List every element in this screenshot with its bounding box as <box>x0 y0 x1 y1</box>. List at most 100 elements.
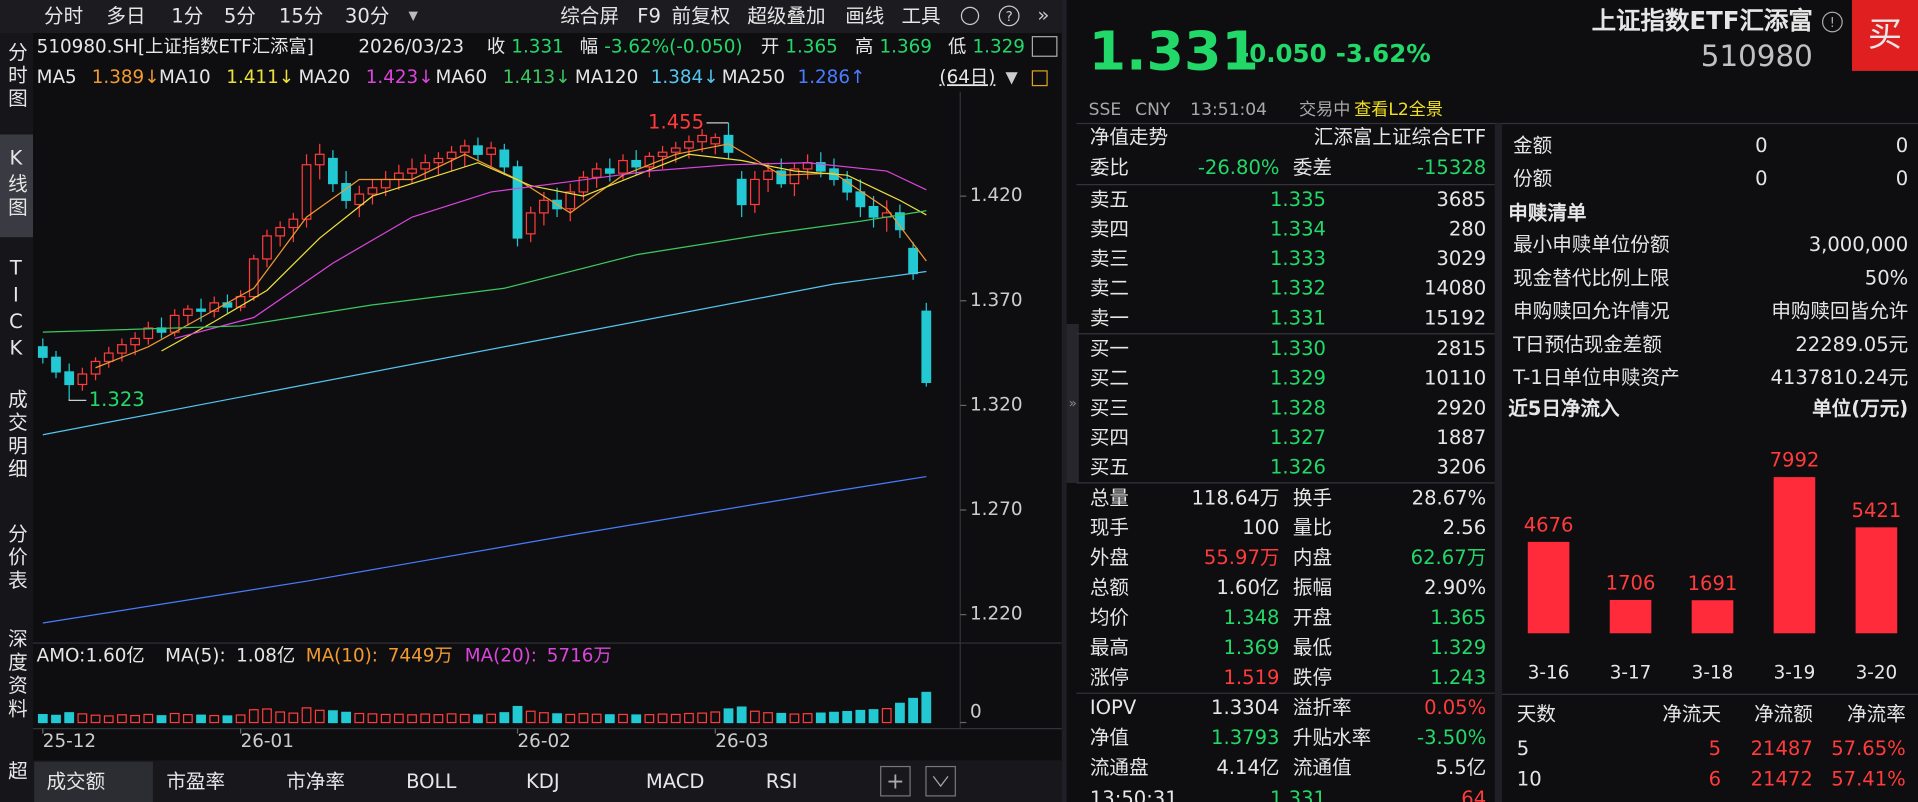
add-icon[interactable]: + <box>886 769 904 794</box>
ma-line <box>161 153 927 352</box>
info-glyph[interactable]: ! <box>1830 16 1835 31</box>
period-tab[interactable]: 1分 <box>171 5 203 28</box>
dropdown-icon[interactable]: ▼ <box>409 8 419 22</box>
period-tab[interactable]: 分时 <box>44 5 83 28</box>
candle-body <box>314 153 325 166</box>
indicator-tab[interactable]: RSI <box>766 770 798 793</box>
volume-bar <box>670 713 681 724</box>
stat-value: 62.67万 <box>1411 546 1487 569</box>
period-tab[interactable]: 30分 <box>345 5 389 28</box>
tick-row: 13:50:31 <box>1090 787 1178 802</box>
tool-button[interactable]: 综合屏 <box>560 5 619 28</box>
wp-icon[interactable] <box>1031 36 1058 57</box>
candle-body <box>51 356 61 373</box>
volume-bar <box>301 707 312 724</box>
indicator-tab[interactable]: MACD <box>646 770 705 793</box>
volume-legend-name: MA(5): <box>165 646 226 667</box>
level-price: 1.334 <box>1270 218 1326 241</box>
collapse-handle[interactable] <box>1066 323 1079 483</box>
sidebar-tab[interactable]: 成交明细 <box>4 389 27 482</box>
menu-icon[interactable] <box>932 775 949 788</box>
candle-body <box>631 159 642 168</box>
sidebar-tab[interactable]: 分价表 <box>4 523 27 593</box>
volume-bar <box>77 713 88 724</box>
gear-icon[interactable] <box>960 6 980 26</box>
tool-button[interactable]: 工具 <box>902 5 941 28</box>
volume-bar <box>855 709 866 724</box>
etf-list-value: 3,000,000 <box>1809 233 1909 256</box>
volume-bar <box>618 713 628 724</box>
stat-value: 118.64万 <box>1192 486 1280 509</box>
tool-button[interactable]: F9 <box>637 5 661 28</box>
level-label: 卖三 <box>1090 247 1129 270</box>
tool-button[interactable]: 前复权 <box>672 5 731 28</box>
period-tab[interactable]: 多日 <box>106 5 145 28</box>
sidebar-tab[interactable]: K线图 <box>4 147 27 220</box>
sidebar-tab[interactable]: TICK <box>4 257 27 364</box>
volume-bar <box>631 714 642 724</box>
volume-bar <box>604 714 615 724</box>
stat-label: 最高 <box>1090 636 1129 659</box>
tool-button[interactable]: 超级叠加 <box>747 5 825 28</box>
inflow-bar <box>1527 541 1570 634</box>
indicator-tab[interactable]: BOLL <box>406 770 456 793</box>
help-glyph[interactable]: ? <box>1006 10 1013 25</box>
indicator-tab[interactable]: 市净率 <box>286 770 345 793</box>
stat-value: -3.50% <box>1417 726 1486 749</box>
info-icon[interactable] <box>1821 11 1843 33</box>
sidebar-tab[interactable]: 深度资料 <box>4 628 27 721</box>
volume-bar <box>117 714 127 724</box>
sidebar-tab[interactable]: 分时图 <box>4 42 27 112</box>
lock-icon[interactable] <box>1031 70 1048 87</box>
etf-list-value: 50% <box>1865 266 1908 289</box>
candle-body <box>855 191 866 208</box>
indicator-tab[interactable]: KDJ <box>526 770 560 793</box>
range-arrow[interactable]: ▼ <box>1005 68 1018 87</box>
volume-bar <box>37 714 48 724</box>
volume-legend-value: 5716万 <box>547 646 612 667</box>
indicator-tab[interactable]: 成交额 <box>46 770 105 793</box>
indicator-tab[interactable]: 市盈率 <box>166 770 225 793</box>
period-tab[interactable]: 15分 <box>279 5 323 28</box>
candle-body <box>407 168 417 174</box>
tool-button[interactable]: 画线 <box>845 5 884 28</box>
candle-body <box>697 134 708 143</box>
help-icon[interactable] <box>998 5 1020 27</box>
more-icon[interactable]: » <box>1037 3 1049 26</box>
etf-list-label: T日预估现金差额 <box>1512 333 1662 356</box>
range-label[interactable]: (64日) <box>939 67 995 88</box>
volume-legend-name: MA(10): <box>306 646 378 667</box>
menu-button[interactable] <box>925 765 956 797</box>
candle-body <box>37 346 48 358</box>
nav-tab[interactable]: 净值走势 <box>1090 126 1168 149</box>
l2-link[interactable]: 查看L2全景 <box>1354 100 1443 120</box>
volume-bar <box>473 714 483 724</box>
add-button[interactable] <box>880 765 911 797</box>
stat-value: 1.60亿 <box>1216 576 1279 599</box>
buy-button[interactable] <box>1851 0 1918 71</box>
inflow-bar <box>1855 527 1898 634</box>
collapse-icon[interactable]: » <box>1069 396 1077 411</box>
candle-body <box>248 258 259 298</box>
flow-header: 天数 <box>1517 703 1556 726</box>
candle-body <box>143 327 154 340</box>
legend-name: MA120 <box>575 67 638 88</box>
etf-list-label: 现金替代比例上限 <box>1513 266 1669 289</box>
status: 交易中 <box>1299 100 1350 120</box>
stat-value: 2.90% <box>1424 576 1486 599</box>
inflow-label: 1706 <box>1606 572 1656 595</box>
sidebar-tab[interactable]: 超 <box>4 760 27 783</box>
inflow-unit: 单位(万元) <box>1812 397 1908 420</box>
period-tab[interactable]: 5分 <box>224 5 256 28</box>
stat-label: 外盘 <box>1090 546 1129 569</box>
volume-bar <box>275 711 286 724</box>
candle-body <box>578 176 589 193</box>
stat-label: 溢折率 <box>1293 696 1352 719</box>
legend-value: 1.384↓ <box>651 67 719 88</box>
volume-bar <box>262 708 272 724</box>
inflow-category: 3-16 <box>1528 663 1570 684</box>
candle-body <box>789 168 800 185</box>
stat-value: 55.97万 <box>1204 546 1280 569</box>
level-label: 买三 <box>1090 396 1129 419</box>
buy-label[interactable]: 买 <box>1868 15 1902 55</box>
